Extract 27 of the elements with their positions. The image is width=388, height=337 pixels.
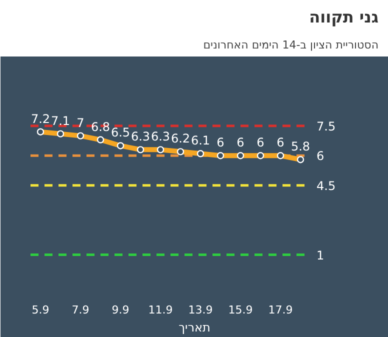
data-label: 6.3: [150, 130, 170, 144]
data-label: 6.2: [170, 132, 190, 146]
data-label: 7.1: [50, 114, 70, 128]
ref-line-label: 7.5: [316, 119, 336, 134]
text: גני תקווה: [309, 8, 379, 26]
data-label: 6: [256, 136, 264, 150]
ref-line-label: 1: [316, 248, 324, 262]
ref-line-label: 6: [316, 149, 324, 164]
chart-subtitle: הסטוריית הציון ב-14 הימים האחרונים: [203, 38, 379, 52]
data-label: 6: [276, 136, 284, 150]
data-label: 6: [236, 136, 244, 150]
x-tick-label: 13.9: [188, 304, 213, 316]
x-tick-label: 11.9: [148, 304, 173, 316]
data-label: 7.2: [30, 112, 50, 126]
data-label: 6.5: [110, 126, 130, 140]
data-label: 7: [76, 116, 84, 130]
x-tick-label: 5.9: [32, 304, 50, 316]
x-axis-title: תאריך: [178, 320, 210, 334]
x-tick-label: 9.9: [112, 304, 130, 316]
data-label: 6.3: [130, 130, 150, 144]
data-label: 5.8: [290, 140, 310, 154]
x-tick-label: 17.9: [268, 304, 293, 316]
data-label: 6: [216, 136, 224, 150]
x-tick-label: 7.9: [72, 304, 90, 316]
data-label: 6.1: [190, 134, 210, 148]
x-tick-label: 15.9: [228, 304, 253, 316]
ref-line-label: 4.5: [316, 178, 336, 193]
